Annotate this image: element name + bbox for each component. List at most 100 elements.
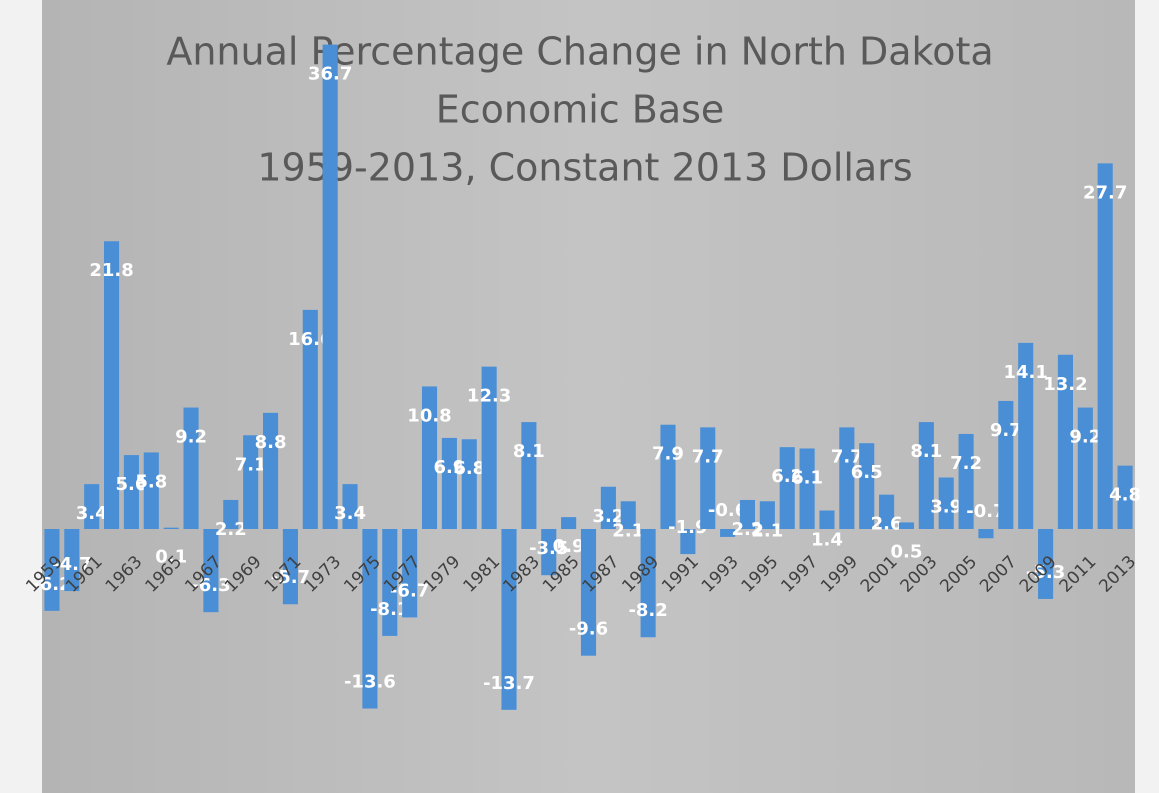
bar <box>382 529 398 636</box>
data-label: -0.7 <box>966 501 1005 522</box>
data-label: -8.1 <box>370 599 409 620</box>
bar <box>918 422 934 529</box>
data-label: 7.7 <box>831 446 863 467</box>
data-label: -5.3 <box>1026 562 1065 583</box>
bar <box>203 529 219 613</box>
data-label: 5.8 <box>135 471 167 492</box>
data-label: -5.7 <box>271 567 310 588</box>
data-label: -13.6 <box>344 672 396 693</box>
bar <box>720 529 736 537</box>
data-label: 2.2 <box>215 519 247 540</box>
bar <box>143 452 159 529</box>
chart-title: 1959-2013, Constant 2013 Dollars <box>257 146 912 190</box>
data-label: 6.5 <box>851 462 883 483</box>
data-label: -3.5 <box>529 538 568 559</box>
data-label: -0.6 <box>708 500 747 521</box>
data-label: 0.1 <box>155 547 187 568</box>
data-label: 9.2 <box>1069 427 1101 448</box>
data-label: 3.4 <box>334 503 366 524</box>
data-label: 16.6 <box>288 329 332 350</box>
bar <box>739 499 756 529</box>
bar <box>759 501 775 529</box>
bar <box>799 448 815 529</box>
bar <box>84 484 100 529</box>
bar <box>600 486 616 529</box>
chart-title: Economic Base <box>436 88 725 132</box>
data-label: 8.1 <box>910 441 942 462</box>
bar <box>700 427 716 529</box>
bar <box>561 517 577 529</box>
data-label: 7.7 <box>692 446 724 467</box>
bar <box>620 501 636 529</box>
bar <box>1117 465 1133 529</box>
bar <box>421 386 438 529</box>
bar <box>541 529 557 576</box>
data-label: 2.1 <box>612 520 644 541</box>
bar <box>879 494 895 529</box>
bar <box>501 529 517 710</box>
data-label: -13.7 <box>483 673 535 694</box>
bar <box>1057 354 1073 529</box>
data-label: 6.8 <box>453 458 485 479</box>
data-label: 10.8 <box>407 405 451 426</box>
bar <box>779 447 795 529</box>
bar <box>223 499 239 529</box>
bar <box>660 424 676 529</box>
bar <box>262 412 279 529</box>
bar <box>1018 342 1034 529</box>
data-label: 14.1 <box>1003 362 1047 383</box>
data-label: 27.7 <box>1083 182 1127 203</box>
data-label: 1.4 <box>811 530 843 551</box>
bar <box>441 437 457 529</box>
data-label: -6.3 <box>191 575 230 596</box>
plot-background <box>42 0 1135 793</box>
data-label: -9.6 <box>569 619 608 640</box>
bar <box>839 427 855 529</box>
bar <box>859 443 875 529</box>
data-label: 3.4 <box>76 503 108 524</box>
chart-title: Annual Percentage Change in North Dakota <box>166 30 993 74</box>
bar <box>302 309 318 529</box>
data-label: 6.9 <box>433 457 465 478</box>
bar <box>402 529 418 618</box>
bar <box>243 435 259 529</box>
data-label: -6.2 <box>32 574 71 595</box>
data-label: 12.3 <box>467 386 511 407</box>
bar <box>958 433 974 529</box>
bar <box>104 241 120 530</box>
bar <box>362 529 378 709</box>
data-label: 7.9 <box>652 444 684 465</box>
bar <box>64 529 80 592</box>
bar <box>680 529 696 555</box>
data-label: 0.5 <box>891 541 923 562</box>
bar <box>580 529 597 656</box>
bar <box>819 510 835 529</box>
data-label: 0.9 <box>553 536 585 557</box>
data-label: 3.9 <box>930 497 962 518</box>
data-label: 8.8 <box>255 432 287 453</box>
data-label: 6.1 <box>791 467 823 488</box>
bar <box>898 522 915 529</box>
bar <box>521 422 537 529</box>
data-label: 13.2 <box>1043 374 1087 395</box>
data-label: 21.8 <box>89 260 133 281</box>
data-label: -4.7 <box>52 554 91 575</box>
bar <box>998 400 1014 529</box>
data-label: -1.9 <box>668 517 707 538</box>
data-label: -8.2 <box>628 600 667 621</box>
data-label: -6.7 <box>390 580 429 601</box>
bar <box>481 366 497 529</box>
bar <box>44 529 60 611</box>
bar <box>183 407 199 529</box>
data-label: 2.1 <box>751 520 783 541</box>
bar <box>640 529 656 638</box>
data-label: 4.8 <box>1109 485 1141 506</box>
data-label: 2.2 <box>732 519 764 540</box>
bar <box>978 529 994 539</box>
bar <box>1077 407 1093 529</box>
data-label: 3.2 <box>592 506 624 527</box>
data-label: 9.2 <box>175 427 207 448</box>
bar <box>938 477 954 529</box>
data-label: 8.1 <box>513 441 545 462</box>
bar <box>163 527 179 529</box>
